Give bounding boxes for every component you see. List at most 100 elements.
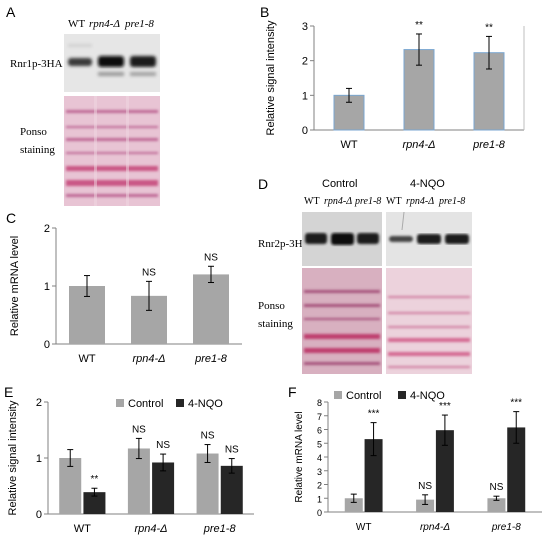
y-tick-label: 0 <box>36 509 42 521</box>
series-0-bar <box>416 499 435 512</box>
chart-panel-f: 0 1 2 3 4 5 6 7 8 Relative mRNA level WT rpn4-Δ pre1… <box>294 390 542 533</box>
panel-a-lane-wt: WT <box>68 18 86 30</box>
x-tick-label: rpn4-Δ <box>132 353 165 365</box>
bar-significance-label: NS <box>204 252 218 263</box>
series-0-significance-label: NS <box>418 481 432 492</box>
panel-a-blot-label: Rnr1p-3HA <box>10 58 63 70</box>
panel-d-lane-4: WT <box>386 196 402 207</box>
chart-panel-b: 0 1 2 3 Relative signal intensity WT rpn4-Δ pre… <box>265 20 525 151</box>
y-tick-label: 1 <box>44 281 50 293</box>
bar-significance-label: ** <box>415 20 423 31</box>
x-tick-label: WT <box>356 522 372 533</box>
x-tick-label: pre1-8 <box>472 139 506 151</box>
panel-d-stain-label-2: staining <box>258 318 293 330</box>
x-tick-label: WT <box>78 353 95 365</box>
series-1-significance-label: NS <box>225 445 239 456</box>
x-tick-label: pre1-8 <box>491 522 521 533</box>
legend-swatch-1 <box>398 391 406 399</box>
legend-swatch-0 <box>116 399 124 407</box>
y-axis-label: Relative signal intensity <box>7 400 19 515</box>
series-0-bar <box>127 448 150 514</box>
legend-label-0: Control <box>128 398 163 410</box>
series-0-significance-label: NS <box>201 431 215 442</box>
y-axis-label: Relative mRNA level <box>9 236 21 336</box>
y-tick-label: 4 <box>317 453 322 463</box>
legend-swatch-0 <box>334 391 342 399</box>
y-tick-label: 5 <box>317 439 322 449</box>
bar-significance-label: NS <box>142 267 156 278</box>
y-axis-label: Relative signal intensity <box>265 20 277 135</box>
series-0-significance-label: NS <box>489 482 503 493</box>
y-tick-label: 1 <box>302 90 308 102</box>
y-tick-label: 0 <box>317 508 322 518</box>
series-1-bar <box>507 427 526 512</box>
series-1-bar <box>364 439 383 512</box>
panel-a-letter: A <box>6 4 16 20</box>
legend-swatch-1 <box>176 399 184 407</box>
y-tick-label: 1 <box>36 453 42 465</box>
panel-a-western-blot <box>64 34 160 92</box>
panel-d-western-blot-control <box>302 212 382 266</box>
panel-a-stain-label-1: Ponso <box>20 126 47 138</box>
bar-bar <box>193 274 229 344</box>
x-tick-label: rpn4-Δ <box>402 139 435 151</box>
panel-d-group-treat: 4-NQO <box>410 178 445 190</box>
series-1-significance-label: *** <box>439 401 451 412</box>
panel-c-letter: C <box>6 210 17 226</box>
y-tick-label: 6 <box>317 426 322 436</box>
y-tick-label: 3 <box>302 21 308 33</box>
panel-d-ponceau-stain-treated <box>386 268 472 374</box>
x-tick-label: pre1-8 <box>203 523 237 535</box>
panel-d-lane-5: rpn4-Δ <box>406 196 435 207</box>
y-tick-label: 2 <box>44 223 50 235</box>
x-tick-label: WT <box>340 139 357 151</box>
panel-f-letter: F <box>288 384 297 400</box>
y-tick-label: 2 <box>317 481 322 491</box>
panel-d-lane-3: pre1-8 <box>355 196 382 207</box>
chart-panel-c: 0 1 2 Relative mRNA level WT rpn4-Δ pre1-8 NS NS <box>9 223 242 365</box>
y-tick-label: 3 <box>317 467 322 477</box>
panel-a-lane-rpn4: rpn4-Δ <box>89 18 120 30</box>
series-1-significance-label: *** <box>368 409 380 420</box>
y-tick-label: 0 <box>44 339 50 351</box>
y-tick-label: 1 <box>317 494 322 504</box>
series-0-bar <box>59 458 82 514</box>
series-1-bar <box>435 430 454 512</box>
panel-d-blot-label: Rnr2p-3HA <box>258 238 311 250</box>
y-axis-label: Relative mRNA level <box>294 411 305 502</box>
x-tick-label: WT <box>74 523 91 535</box>
series-0-bar <box>344 498 363 512</box>
y-tick-label: 7 <box>317 412 322 422</box>
legend-label-1: 4-NQO <box>188 398 223 410</box>
x-tick-label: pre1-8 <box>194 353 228 365</box>
legend-label-0: Control <box>346 390 381 402</box>
series-1-bar <box>220 465 243 514</box>
series-1-bar <box>152 462 175 514</box>
series-0-significance-label: NS <box>132 424 146 435</box>
bar-significance-label: ** <box>485 22 493 33</box>
panel-a-stain-label-2: staining <box>20 144 55 156</box>
panel-a-ponceau-stain <box>64 96 160 206</box>
panel-d-stain-label-1: Ponso <box>258 300 285 312</box>
x-tick-label: rpn4-Δ <box>134 523 167 535</box>
series-0-bar <box>196 453 219 514</box>
panel-d-western-blot-treated <box>386 212 472 266</box>
series-1-bar <box>83 492 106 514</box>
chart-panel-e: 0 1 2 Relative signal intensity WT rpn4-Δ pre1… <box>7 397 254 535</box>
panel-d-lane-6: pre1-8 <box>439 196 466 207</box>
series-1-significance-label: ** <box>91 474 99 485</box>
panel-d-lane-2: rpn4-Δ <box>324 196 353 207</box>
y-tick-label: 2 <box>302 56 308 68</box>
y-tick-label: 2 <box>36 397 42 409</box>
panel-d-letter: D <box>258 176 269 192</box>
legend-label-1: 4-NQO <box>410 390 445 402</box>
y-tick-label: 0 <box>302 125 308 137</box>
series-1-significance-label: *** <box>510 398 522 409</box>
panel-b-letter: B <box>260 4 270 20</box>
panel-e-letter: E <box>4 384 14 400</box>
panel-d-ponceau-stain-control <box>302 268 382 374</box>
panel-d-group-control: Control <box>322 178 358 190</box>
x-tick-label: rpn4-Δ <box>420 522 450 533</box>
y-tick-label: 8 <box>317 398 322 408</box>
panel-a-lane-pre1: pre1-8 <box>125 18 154 30</box>
